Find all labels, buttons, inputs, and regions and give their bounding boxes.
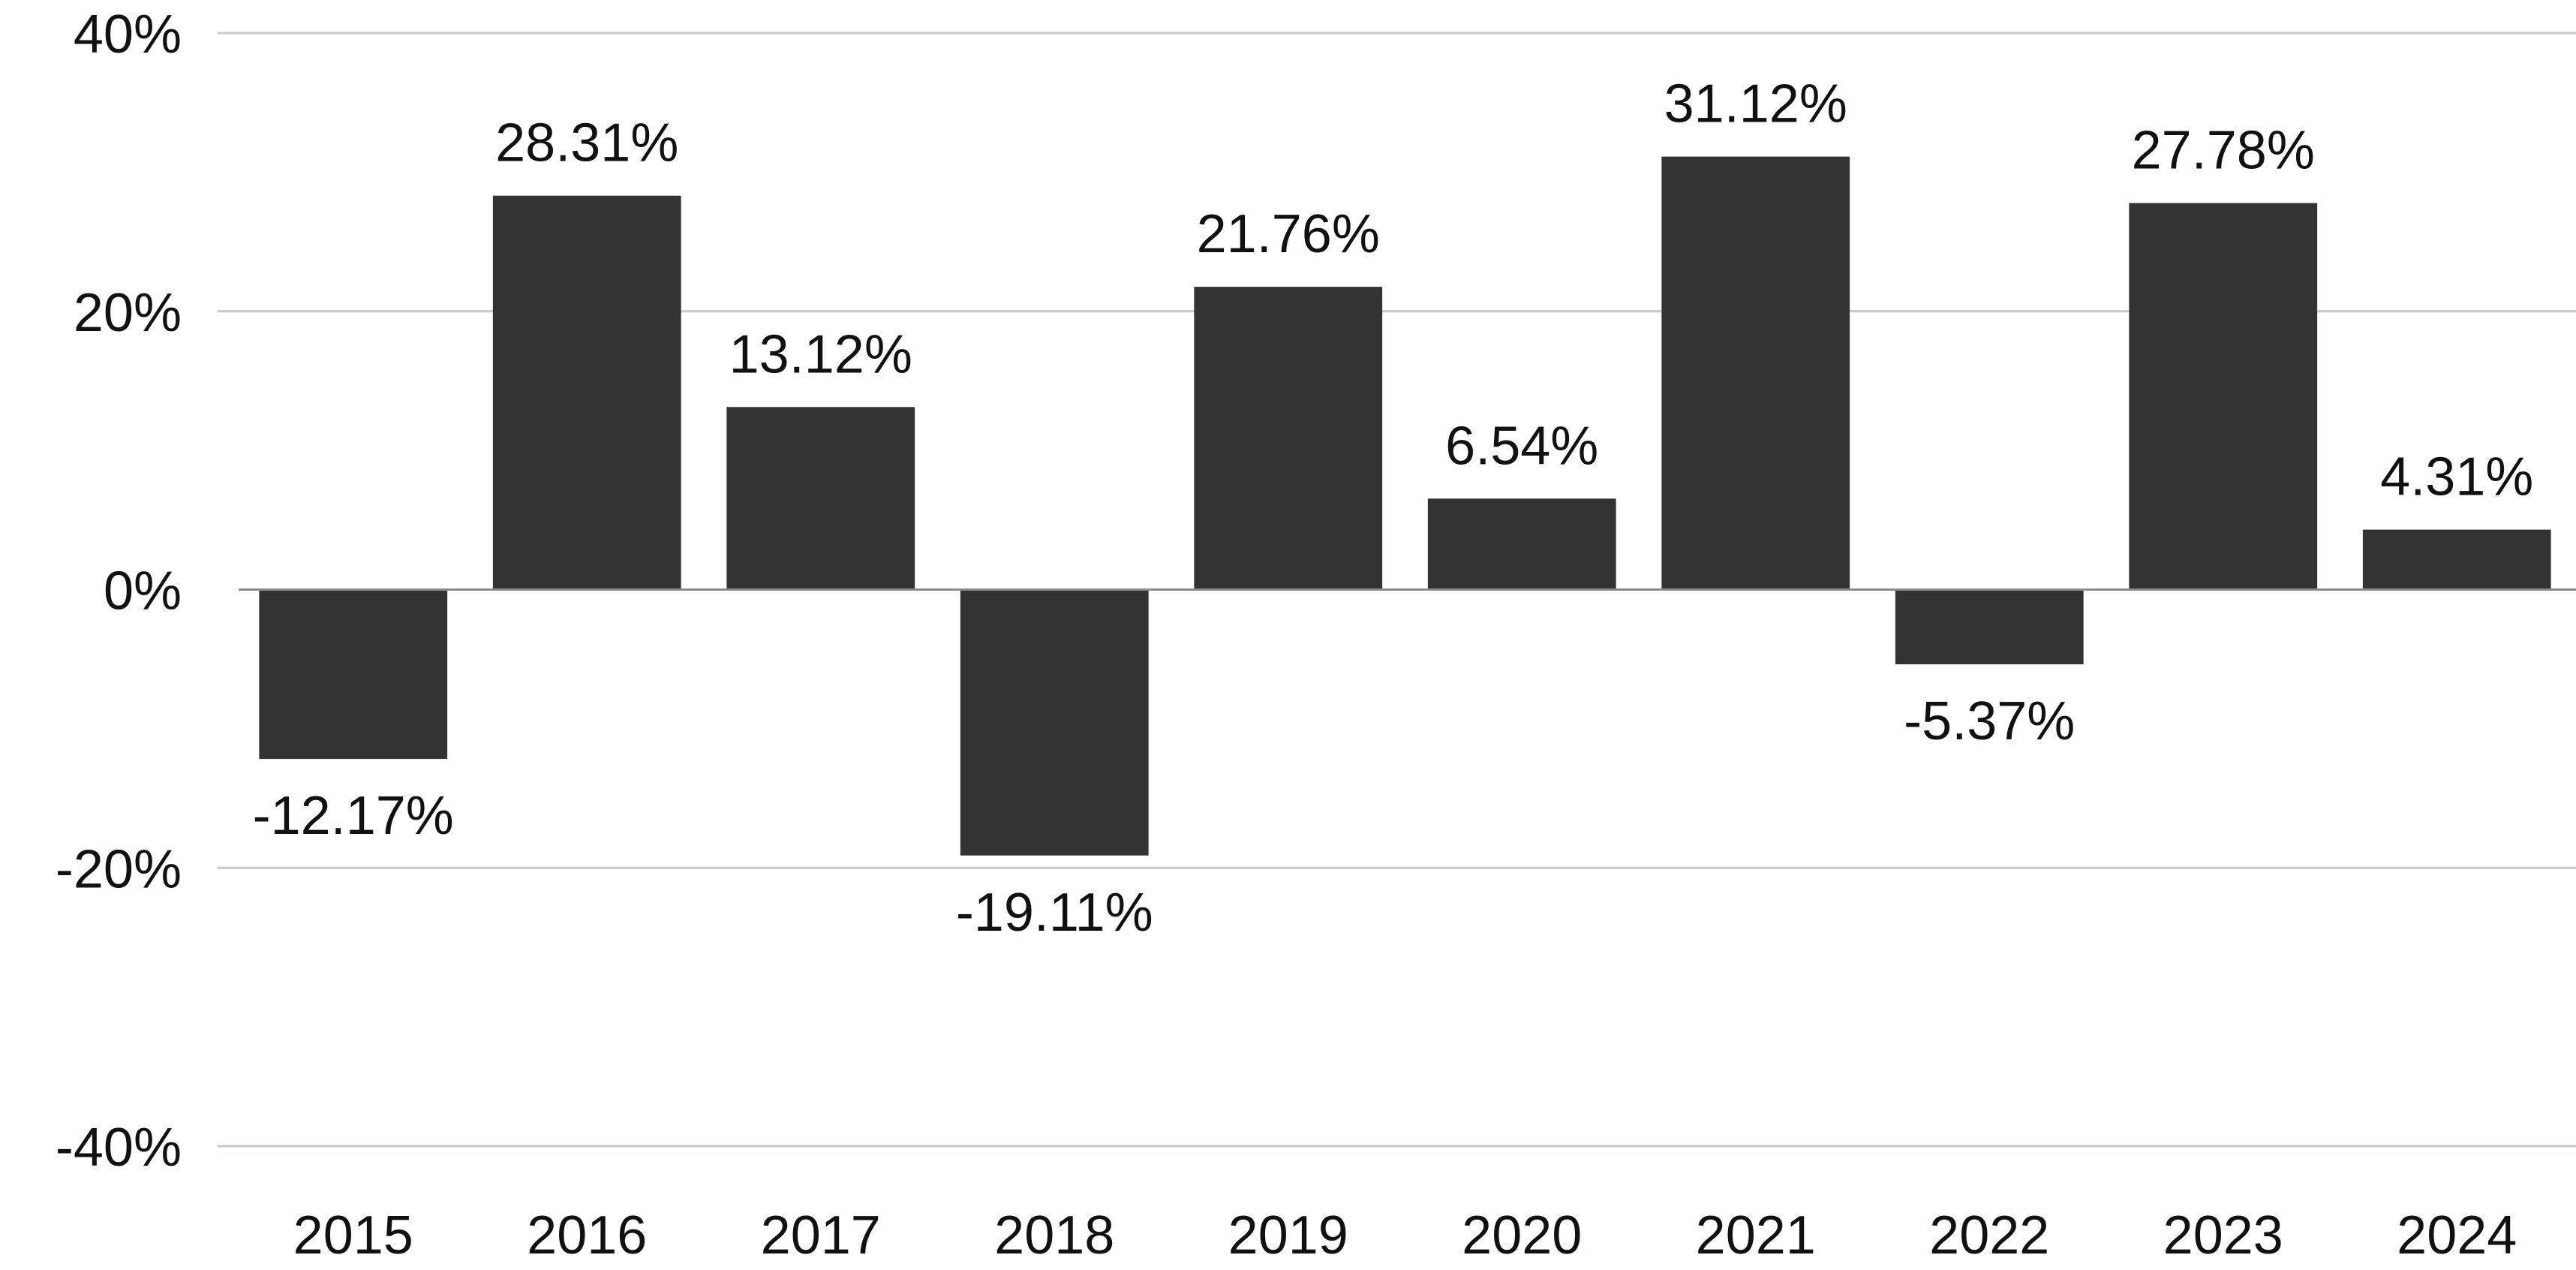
data-label: 27.78% <box>2132 121 2315 181</box>
data-label: -5.37% <box>1904 691 2075 751</box>
bar <box>1427 498 1616 590</box>
data-label: 13.12% <box>729 324 912 384</box>
category-label: 2019 <box>1228 1205 1348 1265</box>
bar <box>259 589 448 760</box>
category-label: 2023 <box>2163 1205 2283 1265</box>
bar <box>1194 287 1383 590</box>
category-label: 2022 <box>1929 1205 2049 1265</box>
x-axis-category-labels: 2015 2016 2017 2018 2019 2020 2021 2022 2023 2024 <box>293 1205 2517 1265</box>
bar <box>2129 203 2318 590</box>
category-label: 2015 <box>293 1205 413 1265</box>
y-tick-label: -20% <box>56 839 182 899</box>
data-label: 31.12% <box>1664 74 1847 134</box>
bar <box>960 589 1149 856</box>
y-tick-label: -40% <box>56 1118 182 1178</box>
data-label: 6.54% <box>1445 416 1598 476</box>
y-axis-tick-labels: 40% 20% 0% -20% -40% <box>56 5 182 1178</box>
data-labels: -12.17% 28.31% 13.12% -19.11% 21.76% 6.54% 31.… <box>253 74 2534 943</box>
bars <box>259 156 2551 856</box>
y-tick-label: 40% <box>74 5 182 65</box>
category-label: 2024 <box>2397 1205 2517 1265</box>
data-label: 4.31% <box>2380 447 2533 507</box>
category-label: 2018 <box>994 1205 1114 1265</box>
y-tick-label: 0% <box>104 561 182 621</box>
bar <box>726 407 915 590</box>
data-label: 28.31% <box>495 113 678 173</box>
category-label: 2021 <box>1696 1205 1816 1265</box>
bar <box>1895 589 2084 665</box>
bar <box>2362 529 2551 590</box>
y-tick-label: 20% <box>74 283 182 343</box>
bar <box>1661 156 1850 590</box>
data-label: -12.17% <box>253 786 454 846</box>
data-label: 21.76% <box>1197 204 1380 264</box>
category-label: 2020 <box>1462 1205 1582 1265</box>
category-label: 2017 <box>761 1205 881 1265</box>
bar <box>492 195 681 590</box>
category-label: 2016 <box>527 1205 647 1265</box>
data-label: -19.11% <box>956 883 1153 943</box>
